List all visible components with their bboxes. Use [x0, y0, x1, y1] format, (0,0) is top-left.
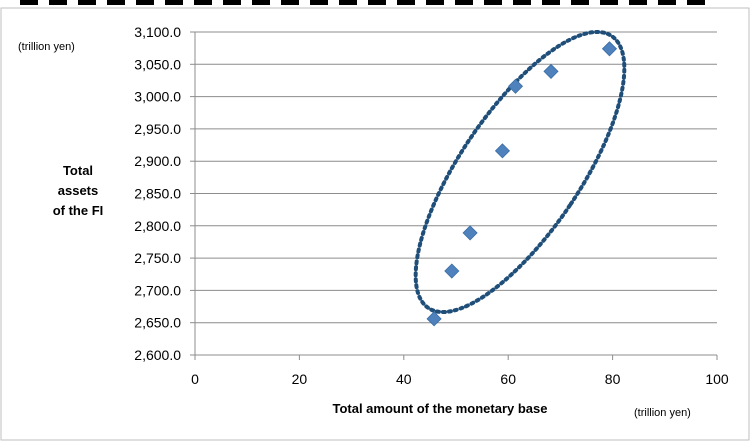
highlight-ellipse	[413, 29, 627, 315]
x-tick-label: 0	[191, 371, 199, 387]
header-fragment	[49, 0, 67, 5]
header-fragment	[542, 0, 560, 5]
y-tick-label: 2,650.0	[134, 315, 181, 331]
y-axis-label-line-2: assets	[58, 183, 98, 198]
header-fragment	[339, 0, 357, 5]
y-tick-label: 2,600.0	[134, 347, 181, 363]
x-tick-label: 100	[705, 371, 729, 387]
data-point	[601, 41, 618, 57]
x-tick-label: 20	[292, 371, 308, 387]
header-fragment	[165, 0, 183, 5]
header-fragment	[107, 0, 125, 5]
header-fragment	[194, 0, 212, 5]
x-tick-label: 80	[605, 371, 621, 387]
x-tick-label: 40	[396, 371, 412, 387]
header-fragment	[600, 0, 618, 5]
header-fragment	[252, 0, 270, 5]
header-fragment	[571, 0, 589, 5]
y-tick-label: 2,900.0	[134, 153, 181, 169]
header-fragment	[281, 0, 299, 5]
x-unit-label: (trillion yen)	[634, 407, 691, 419]
data-point	[426, 311, 442, 327]
axes	[190, 31, 718, 360]
y-tick-label: 3,100.0	[134, 24, 181, 40]
header-fragment	[426, 0, 444, 5]
y-tick-label: 2,700.0	[134, 282, 181, 298]
header-fragment	[368, 0, 386, 5]
header-fragment	[658, 0, 676, 5]
data-point	[507, 78, 524, 94]
header-fragment	[629, 0, 647, 5]
y-axis-label-line-1: Total	[63, 163, 93, 178]
chart-border	[0, 7, 750, 441]
y-tick-label: 2,800.0	[134, 218, 181, 234]
x-tick-label: 60	[500, 371, 516, 387]
data-point	[543, 63, 559, 79]
y-unit-label: (trillion yen)	[18, 41, 75, 53]
y-tick-label: 3,050.0	[134, 56, 181, 72]
data-points	[426, 41, 618, 327]
header-fragment	[78, 0, 96, 5]
y-tick-label: 3,000.0	[134, 89, 181, 105]
header-fragment	[455, 0, 473, 5]
y-tick-label: 2,750.0	[134, 250, 181, 266]
header-fragment	[484, 0, 502, 5]
header-fragment	[513, 0, 531, 5]
header-fragment	[223, 0, 241, 5]
x-axis-label: Total amount of the monetary base	[332, 401, 547, 416]
cropped-header-strip	[20, 0, 705, 5]
y-tick-labels: 2,600.0 2,650.0 2,700.0 2,750.0 2,800.0 2,850…	[134, 24, 181, 363]
data-point	[494, 143, 511, 159]
data-point	[462, 225, 478, 241]
y-tick-label: 2,850.0	[134, 186, 181, 202]
data-point	[444, 263, 460, 279]
header-fragment	[20, 0, 38, 5]
header-fragment	[310, 0, 328, 5]
header-fragment	[687, 0, 705, 5]
y-axis-label-line-3: of the FI	[53, 203, 104, 218]
header-fragment	[136, 0, 154, 5]
x-tick-labels: 0 20 40 60 80 100	[191, 371, 729, 387]
y-tick-label: 2,950.0	[134, 121, 181, 137]
header-fragment	[397, 0, 415, 5]
